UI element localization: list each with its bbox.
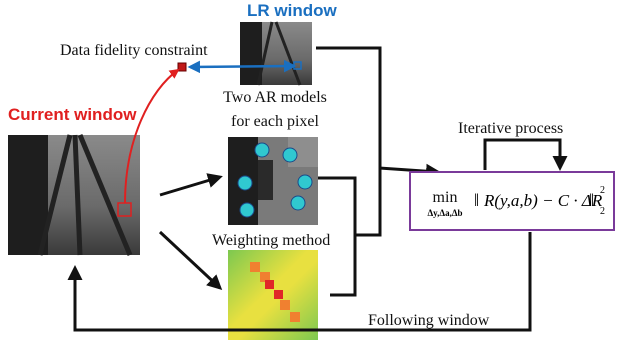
ar-models-image bbox=[228, 137, 318, 225]
weighting-label: Weighting method bbox=[212, 232, 330, 249]
ar-label-1: Two AR models bbox=[223, 89, 327, 106]
fidelity-label: Data fidelity constraint bbox=[60, 42, 208, 59]
ar-label-2: for each pixel bbox=[231, 113, 320, 130]
norm-left: ‖ bbox=[474, 190, 479, 210]
formula-subscript: Δy,Δa,Δb bbox=[428, 208, 463, 218]
weighting-image bbox=[228, 250, 318, 340]
formula-min: min bbox=[433, 189, 458, 206]
following-label: Following window bbox=[368, 312, 490, 329]
current-window-image bbox=[8, 135, 140, 255]
current-window-label: Current window bbox=[8, 105, 137, 124]
lr-window-label: LR window bbox=[247, 1, 337, 20]
lr-window-image bbox=[240, 22, 312, 85]
diagram: min Δy,Δa,Δb ‖ R(y,a,b) − C · ΔR ‖ 2 2 L… bbox=[0, 0, 619, 354]
norm-right: ‖ bbox=[589, 190, 594, 210]
formula-body: R(y,a,b) − C · ΔR bbox=[483, 191, 603, 210]
blue-arrow bbox=[190, 66, 294, 67]
fidelity-marker bbox=[178, 63, 186, 71]
formula-sup: 2 bbox=[600, 185, 605, 196]
iterative-label: Iterative process bbox=[458, 120, 563, 137]
formula-sub: 2 bbox=[600, 206, 605, 217]
